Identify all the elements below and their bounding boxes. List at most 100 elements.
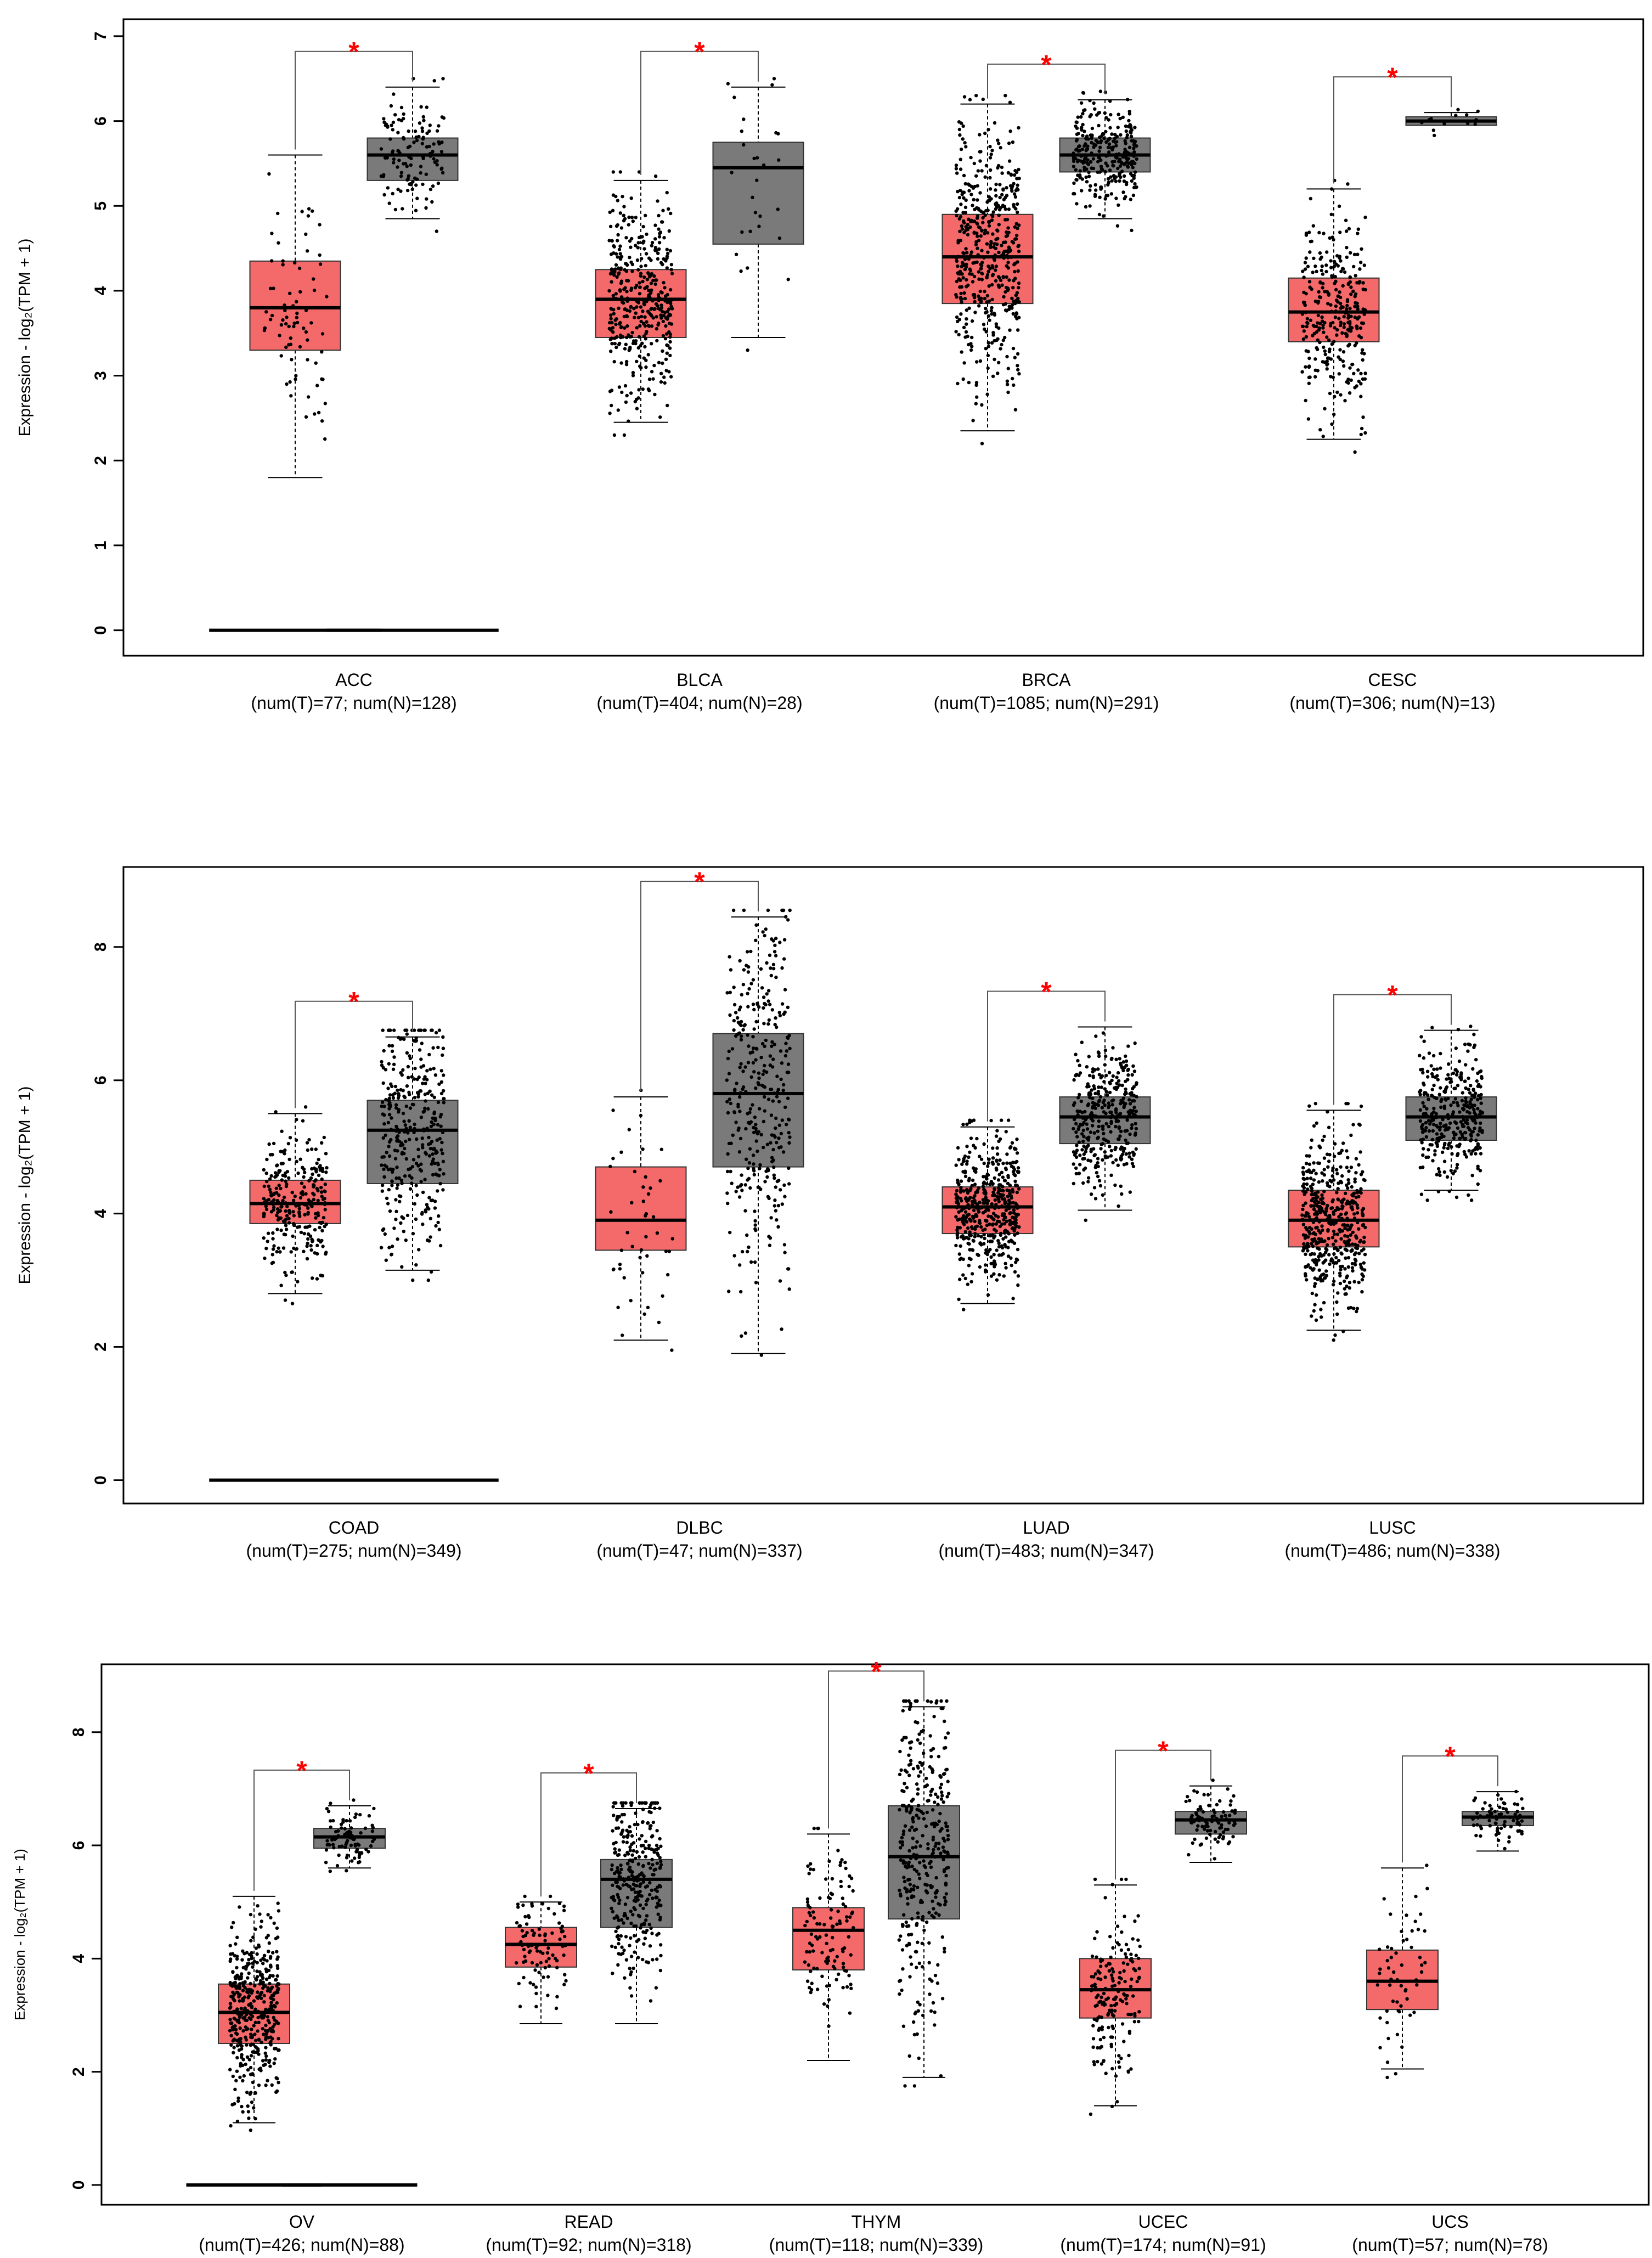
jitter-point xyxy=(1304,1201,1307,1205)
jitter-point xyxy=(1362,1235,1366,1240)
jitter-point xyxy=(320,419,324,423)
jitter-point xyxy=(1091,1096,1095,1100)
jitter-point xyxy=(1009,173,1013,177)
jitter-point xyxy=(313,1228,317,1232)
jitter-point xyxy=(1302,275,1306,279)
jitter-point xyxy=(1359,336,1363,340)
jitter-point xyxy=(965,1159,969,1163)
jitter-point xyxy=(265,1179,269,1184)
jitter-point xyxy=(1093,1197,1098,1201)
jitter-point xyxy=(396,1183,400,1187)
jitter-point xyxy=(1001,205,1005,209)
jitter-point xyxy=(1356,232,1360,235)
jitter-point xyxy=(1304,1272,1307,1276)
jitter-point xyxy=(1106,164,1109,168)
jitter-point xyxy=(1443,1090,1447,1094)
jitter-point xyxy=(1350,1266,1355,1270)
bracket-line xyxy=(1333,994,1452,1105)
jitter-point xyxy=(406,1131,410,1135)
jitter-point xyxy=(1101,1193,1105,1197)
jitter-point xyxy=(1131,139,1135,143)
jitter-point xyxy=(1097,1179,1102,1183)
jitter-point xyxy=(1096,1157,1100,1161)
jitter-point xyxy=(1001,1175,1005,1179)
jitter-point xyxy=(1097,1099,1102,1102)
jitter-point xyxy=(1313,368,1317,372)
jitter-point xyxy=(639,319,643,324)
jitter-point xyxy=(975,221,979,225)
jitter-point xyxy=(412,140,416,144)
jitter-point xyxy=(436,1161,440,1165)
jitter-point xyxy=(305,249,309,253)
jitter-point xyxy=(1436,1167,1441,1171)
jitter-point xyxy=(1347,329,1351,333)
jitter-point xyxy=(1304,1226,1308,1230)
jitter-point xyxy=(975,360,979,364)
jitter-point xyxy=(300,210,304,213)
jitter-point xyxy=(1459,1071,1463,1075)
jitter-point xyxy=(1469,1024,1473,1028)
jitter-point xyxy=(662,257,666,261)
jitter-point xyxy=(1017,1170,1020,1174)
jitter-point xyxy=(390,1116,393,1120)
jitter-point xyxy=(1353,305,1357,308)
jitter-point xyxy=(1355,1203,1359,1207)
jitter-point xyxy=(410,1102,415,1107)
jitter-point xyxy=(619,1248,624,1252)
jitter-point xyxy=(436,1045,440,1050)
jitter-point xyxy=(956,264,960,268)
jitter-point xyxy=(284,1232,287,1237)
jitter-point xyxy=(636,396,640,400)
jitter-point xyxy=(1117,203,1120,207)
jitter-point xyxy=(964,1205,968,1209)
jitter-point xyxy=(1334,279,1338,283)
jitter-point xyxy=(1074,120,1078,124)
jitter-point xyxy=(665,351,669,355)
jitter-point xyxy=(976,184,979,188)
jitter-point xyxy=(267,1950,270,1953)
jitter-point xyxy=(1072,1150,1076,1154)
jitter-point xyxy=(642,275,646,279)
jitter-point xyxy=(387,1102,391,1107)
jitter-point xyxy=(441,77,445,81)
jitter-point xyxy=(439,1080,444,1084)
jitter-point xyxy=(612,360,616,364)
group-luad: *LUAD(num(T)=483; num(N)=347) xyxy=(938,977,1154,1561)
jitter-point xyxy=(1102,1098,1106,1102)
jitter-point xyxy=(1078,1063,1081,1067)
jitter-point xyxy=(1081,1128,1085,1133)
y-tick-label: 4 xyxy=(92,286,110,295)
jitter-point xyxy=(786,918,790,922)
jitter-point xyxy=(392,1062,396,1067)
jitter-point xyxy=(275,1198,279,1203)
jitter-point xyxy=(1115,134,1119,138)
jitter-point xyxy=(298,1214,302,1218)
jitter-point xyxy=(1129,131,1133,135)
jitter-point xyxy=(240,1958,244,1962)
jitter-point xyxy=(770,1065,775,1069)
jitter-point xyxy=(428,1089,432,1093)
jitter-point xyxy=(405,1084,409,1088)
jitter-point xyxy=(954,167,959,171)
jitter-point xyxy=(771,1147,775,1152)
jitter-point xyxy=(296,1171,300,1175)
jitter-point xyxy=(1313,264,1317,268)
jitter-point xyxy=(991,374,995,378)
jitter-point xyxy=(1314,1226,1318,1230)
jitter-point xyxy=(1361,348,1365,352)
jitter-point xyxy=(961,211,965,215)
jitter-point xyxy=(1340,331,1344,335)
y-axis-label: Expression - log₂(TPM + 1) xyxy=(12,1849,28,2020)
jitter-point xyxy=(1317,295,1322,299)
jitter-point xyxy=(1120,1083,1124,1088)
jitter-point xyxy=(659,220,664,224)
jitter-point xyxy=(1457,1145,1461,1148)
jitter-point xyxy=(1356,227,1360,231)
jitter-point xyxy=(425,145,429,149)
jitter-point xyxy=(967,1155,971,1159)
jitter-point xyxy=(285,316,289,319)
jitter-point xyxy=(1126,1067,1130,1072)
jitter-point xyxy=(1418,1119,1423,1123)
jitter-point xyxy=(770,1044,774,1048)
jitter-point xyxy=(658,1179,662,1183)
